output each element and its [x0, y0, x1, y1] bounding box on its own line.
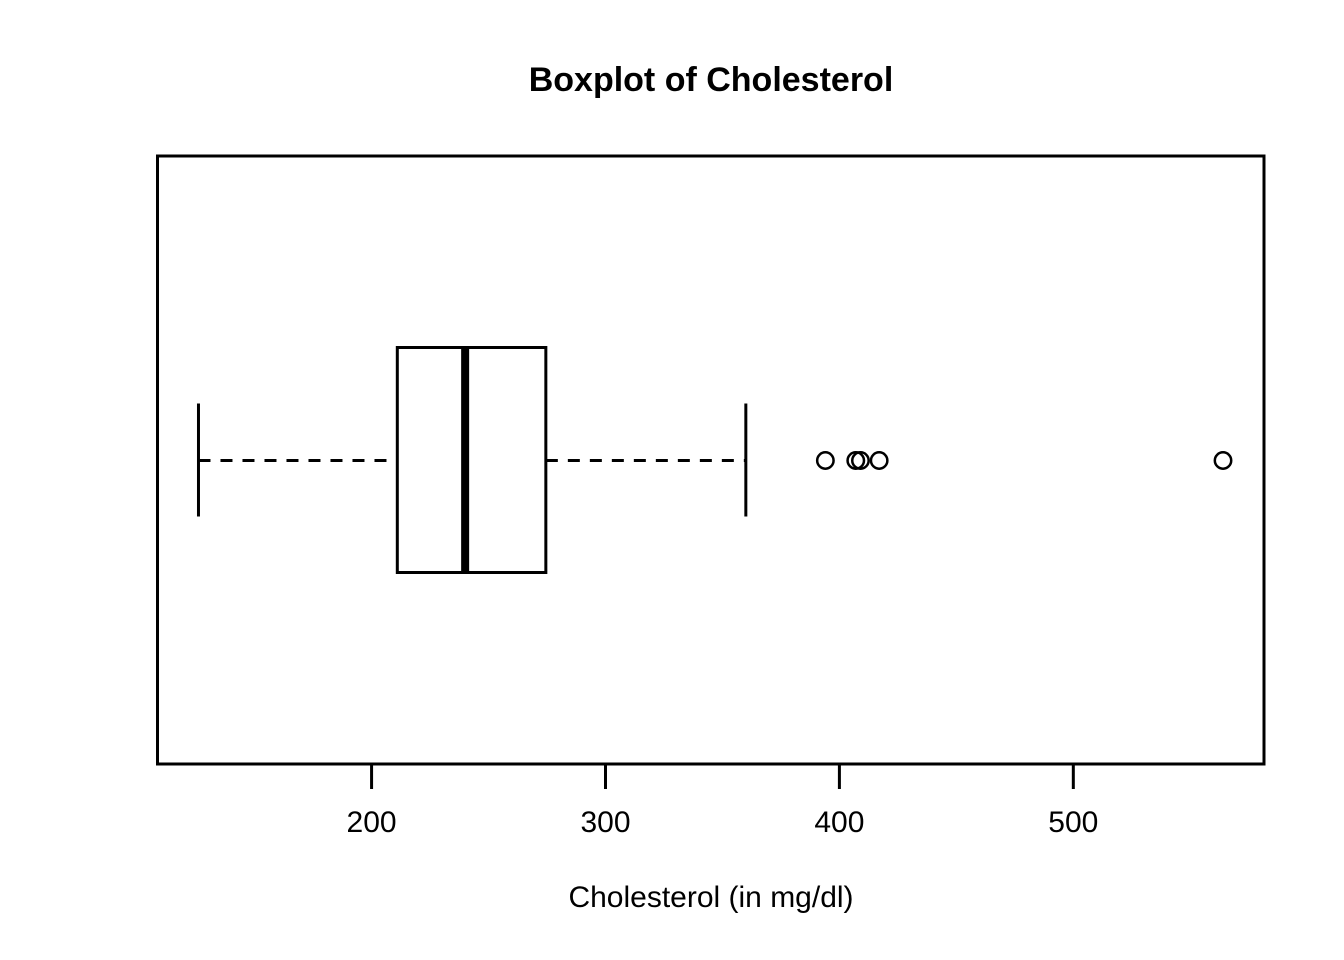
outlier-point [815, 451, 835, 470]
outlier-point [851, 451, 870, 470]
outlier-point [1213, 451, 1233, 470]
x-axis-label: Cholesterol (in mg/dl) [568, 881, 854, 914]
outlier-point [869, 451, 889, 470]
x-tick-label: 400 [814, 806, 864, 839]
chart-title: Boxplot of Cholesterol [528, 61, 894, 99]
x-tick-label: 200 [347, 806, 397, 839]
iqr-box [395, 346, 548, 574]
x-tick-label: 500 [1048, 806, 1098, 839]
x-tick-label: 300 [580, 806, 630, 839]
plot-border [156, 154, 1266, 766]
